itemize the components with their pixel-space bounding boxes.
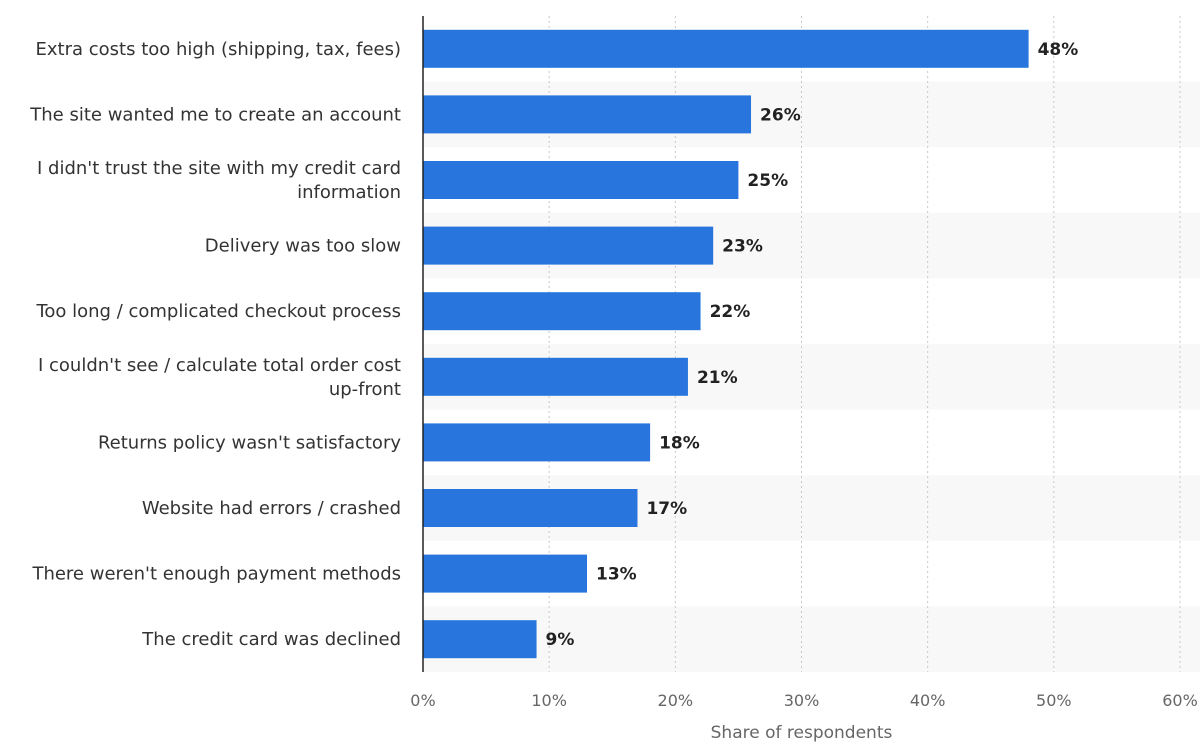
bar [423,357,688,396]
category-label: Returns policy wasn't satisfactory [98,432,401,453]
bar [423,423,651,462]
bars [423,29,1029,659]
category-label: The credit card was declined [141,629,401,650]
bar [423,161,739,199]
value-label: 26% [760,105,801,125]
category-label: The site wanted me to create an account [29,104,401,125]
x-tick-label: 30% [784,691,820,710]
bar [423,620,537,659]
value-label: 48% [1038,40,1079,60]
category-label: Website had errors / crashed [142,498,401,519]
bar [423,554,588,593]
value-label: 9% [546,630,575,650]
x-tick-label: 10% [531,691,567,710]
bar [423,226,714,265]
category-label-line: I couldn't see / calculate total order c… [38,355,401,376]
category-label-line: Returns policy wasn't satisfactory [98,432,401,453]
bar [423,29,1029,68]
category-label-line: There weren't enough payment methods [31,564,401,585]
category-label-line: Extra costs too high (shipping, tax, fee… [36,39,401,60]
bar [423,292,701,331]
category-label-line: Website had errors / crashed [142,498,401,519]
category-label-line: information [297,182,401,203]
category-label: Too long / complicated checkout process [35,301,401,322]
category-label-line: I didn't trust the site with my credit c… [37,158,401,179]
category-label: Extra costs too high (shipping, tax, fee… [36,39,401,60]
category-label-line: Too long / complicated checkout process [35,301,401,322]
value-label: 13% [596,565,637,585]
x-tick-label: 0% [410,691,435,710]
bar [423,95,752,134]
category-label: I couldn't see / calculate total order c… [38,355,401,400]
category-label-line: Delivery was too slow [205,236,401,257]
value-label: 23% [722,237,763,257]
x-tick-label: 60% [1162,691,1198,710]
x-axis-title: Share of respondents [711,723,893,743]
x-tick-label: 40% [910,691,946,710]
category-label: I didn't trust the site with my credit c… [37,158,401,203]
row-band [423,606,1200,672]
x-tick-label: 20% [658,691,694,710]
bar [423,489,638,527]
value-label: 21% [697,368,738,388]
category-label-line: The site wanted me to create an account [29,104,401,125]
category-label-line: up-front [329,379,401,400]
row-bands [423,81,1200,672]
value-label: 22% [710,302,751,322]
category-labels: Extra costs too high (shipping, tax, fee… [29,39,401,650]
x-tick-label: 50% [1036,691,1072,710]
value-labels: 48% 26% 25% 23% 22% 21% 18% 17% 13% 9% [546,40,1079,650]
category-label-line: The credit card was declined [141,629,401,650]
value-label: 18% [659,433,700,453]
value-label: 25% [747,171,788,191]
x-tick-labels: 0% 10% 20% 30% 40% 50% 60% [410,691,1197,710]
value-label: 17% [646,499,687,519]
category-label: Delivery was too slow [205,236,401,257]
category-label: There weren't enough payment methods [31,564,401,585]
